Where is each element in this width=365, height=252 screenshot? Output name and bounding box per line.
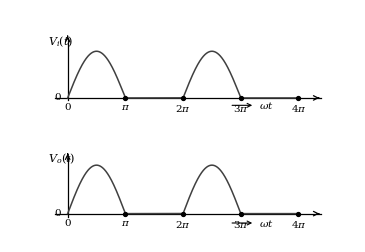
Text: $\omega t$: $\omega t$	[259, 100, 273, 111]
Text: $4\pi$: $4\pi$	[291, 103, 306, 114]
Text: $V_o(t)$: $V_o(t)$	[49, 152, 76, 166]
Text: 0: 0	[55, 209, 61, 218]
Text: $2\pi$: $2\pi$	[175, 219, 191, 231]
Text: $3\pi$: $3\pi$	[233, 103, 249, 114]
Text: 0: 0	[64, 103, 71, 112]
Text: $3\pi$: $3\pi$	[233, 219, 249, 231]
Text: 0: 0	[64, 219, 71, 229]
Text: $\pi$: $\pi$	[121, 103, 130, 112]
Text: 0: 0	[55, 93, 61, 102]
Text: $4\pi$: $4\pi$	[291, 219, 306, 231]
Text: $\omega t$: $\omega t$	[259, 217, 273, 229]
Text: $\pi$: $\pi$	[121, 219, 130, 229]
Text: $2\pi$: $2\pi$	[175, 103, 191, 114]
Text: $V_i(t)$: $V_i(t)$	[49, 35, 74, 49]
